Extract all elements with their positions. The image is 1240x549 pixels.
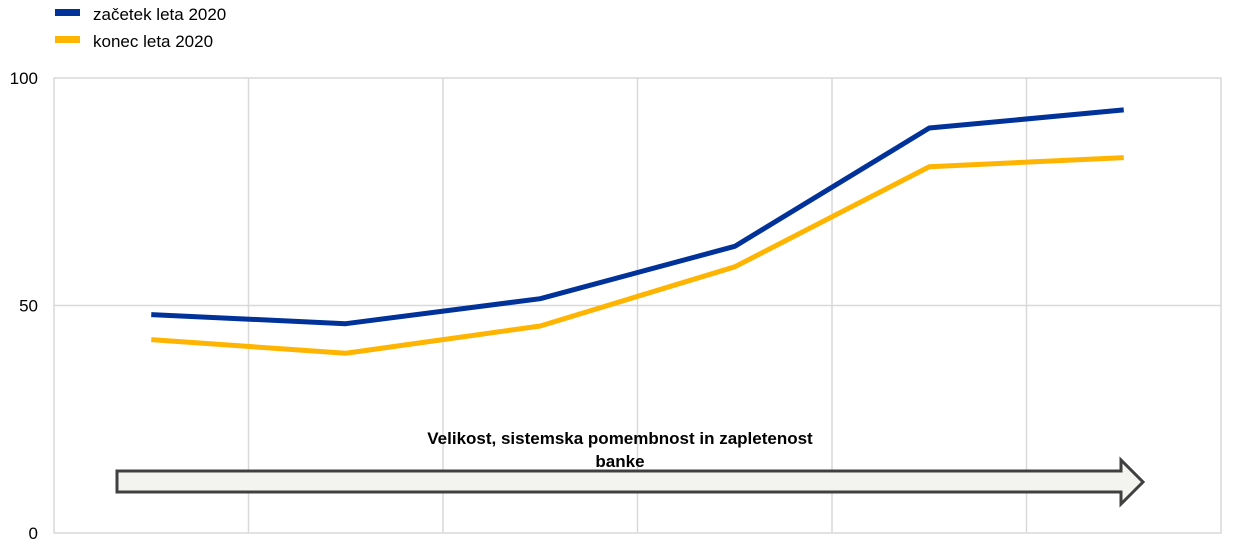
series-lines bbox=[151, 107, 1124, 356]
legend: začetek leta 2020 konec leta 2020 bbox=[55, 5, 226, 51]
legend-swatch-series-1 bbox=[55, 9, 80, 16]
direction-arrow bbox=[115, 456, 1146, 508]
y-tick-label: 0 bbox=[29, 524, 38, 543]
legend-swatch-series-2 bbox=[55, 36, 80, 43]
y-tick-label: 50 bbox=[19, 297, 38, 316]
annotation-line-1: Velikost, sistemska pomembnost in zaplet… bbox=[427, 429, 813, 448]
y-tick-label: 100 bbox=[10, 69, 38, 88]
legend-label-series-1: začetek leta 2020 bbox=[93, 5, 226, 24]
legend-label-series-2: konec leta 2020 bbox=[93, 32, 213, 51]
series-line-2 bbox=[151, 155, 1124, 356]
y-axis-ticks: 0 50 100 bbox=[10, 69, 38, 543]
plot-area-border bbox=[53, 77, 1222, 534]
series-line-1 bbox=[151, 107, 1124, 327]
grid bbox=[54, 78, 1221, 533]
annotation: Velikost, sistemska pomembnost in zaplet… bbox=[115, 429, 1146, 508]
annotation-line-2: banke bbox=[595, 452, 644, 471]
